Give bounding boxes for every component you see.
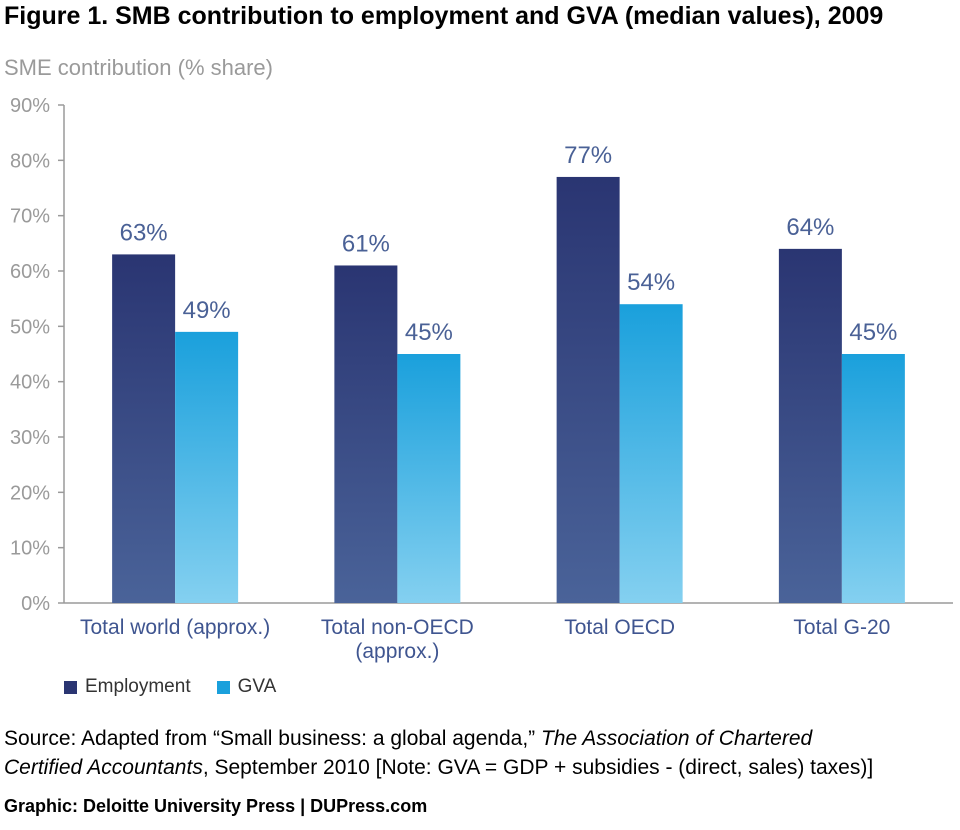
source-note: Source: Adapted from “Small business: a … (4, 724, 954, 782)
data-label-employment-1: 63% (120, 219, 168, 246)
bar-gva-4 (841, 354, 905, 603)
y-tick-label: 40% (10, 372, 50, 394)
legend: Employment GVA (64, 676, 302, 698)
category-label-1: Total world (approx.) (80, 616, 270, 639)
data-label-gva-3: 54% (627, 269, 675, 296)
category-label-3: Total OECD (564, 616, 675, 639)
y-tick-label: 30% (10, 427, 50, 449)
y-tick-label: 70% (10, 206, 50, 228)
bar-gva-2 (397, 354, 461, 603)
bar-employment-2 (334, 265, 398, 603)
chart-title: Figure 1. SMB contribution to employment… (4, 2, 884, 30)
y-tick-label: 50% (10, 316, 50, 338)
source-suffix: , September 2010 [Note: GVA = GDP + subs… (202, 756, 874, 779)
legend-item-gva: GVA (216, 676, 277, 698)
y-tick-label: 20% (10, 482, 50, 504)
category-label-4: Total G-20 (793, 616, 890, 639)
source-publication-line1: The Association of Chartered (540, 727, 813, 750)
legend-swatch-gva (216, 680, 230, 694)
data-label-employment-4: 64% (786, 214, 834, 241)
category-label-2: (approx.) (355, 640, 439, 663)
bar-employment-4 (778, 248, 842, 603)
y-tick-label: 0% (21, 593, 50, 615)
y-tick-label: 60% (10, 261, 50, 283)
graphic-credit: Graphic: Deloitte University Press | DUP… (4, 796, 428, 816)
data-label-employment-3: 77% (564, 142, 612, 169)
source-prefix: Source: Adapted from “Small business: a … (4, 727, 541, 750)
bar-gva-3 (619, 304, 683, 603)
legend-label-gva: GVA (237, 676, 277, 697)
bar-employment-3 (556, 176, 620, 603)
legend-item-employment: Employment (64, 676, 191, 698)
source-publication-line2: Certified Accountants (4, 756, 203, 779)
bar-employment-1 (112, 254, 176, 603)
data-label-employment-2: 61% (342, 230, 390, 257)
legend-swatch-employment (64, 680, 77, 694)
data-label-gva-1: 49% (183, 297, 231, 324)
y-tick-label: 10% (10, 538, 50, 560)
y-tick-label: 90% (10, 95, 50, 117)
category-label-2: Total non-OECD (321, 616, 474, 639)
legend-label-employment: Employment (85, 676, 191, 697)
y-axis-title: SME contribution (% share) (4, 55, 273, 80)
bar-gva-1 (175, 331, 239, 603)
data-label-gva-4: 45% (849, 319, 897, 346)
data-label-gva-2: 45% (405, 319, 453, 346)
y-tick-label: 80% (10, 150, 50, 172)
